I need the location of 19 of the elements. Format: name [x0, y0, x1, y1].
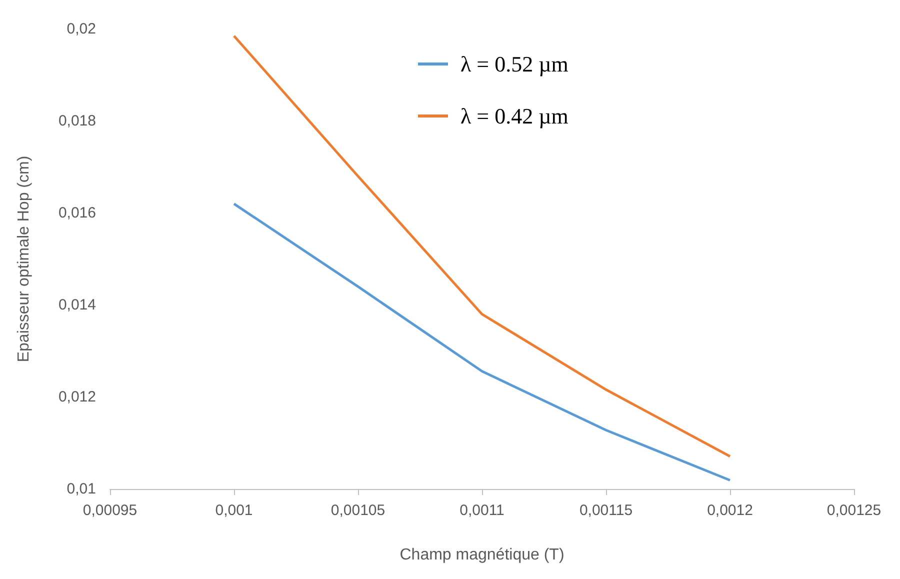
x-tick-label: 0,00105 [330, 502, 386, 519]
legend-label: λ = 0.52 µm [460, 52, 568, 76]
legend-label: λ = 0.42 µm [460, 104, 568, 128]
x-tick-label: 0,00095 [82, 502, 138, 519]
line-series [232, 202, 732, 482]
y-tick-label: 0,01 [66, 480, 96, 498]
x-tick-label: 0,0012 [707, 502, 753, 519]
y-tick-label: 0,018 [58, 112, 96, 130]
x-tick-label: 0,001 [215, 502, 253, 519]
y-tick-label: 0,016 [58, 204, 96, 222]
x-axis-title: Champ magnétique (T) [400, 546, 564, 564]
x-tick-label: 0,0011 [460, 502, 504, 519]
y-axis-title: Epaisseur optimale Hop (cm) [16, 156, 32, 362]
line-series [232, 34, 732, 458]
y-tick-label: 0,012 [58, 388, 96, 406]
x-tick-label: 0,00115 [579, 502, 633, 519]
y-tick-label: 0,02 [66, 20, 96, 38]
y-tick-label: 0,014 [58, 296, 96, 314]
x-tick-label: 0,00125 [826, 502, 882, 519]
